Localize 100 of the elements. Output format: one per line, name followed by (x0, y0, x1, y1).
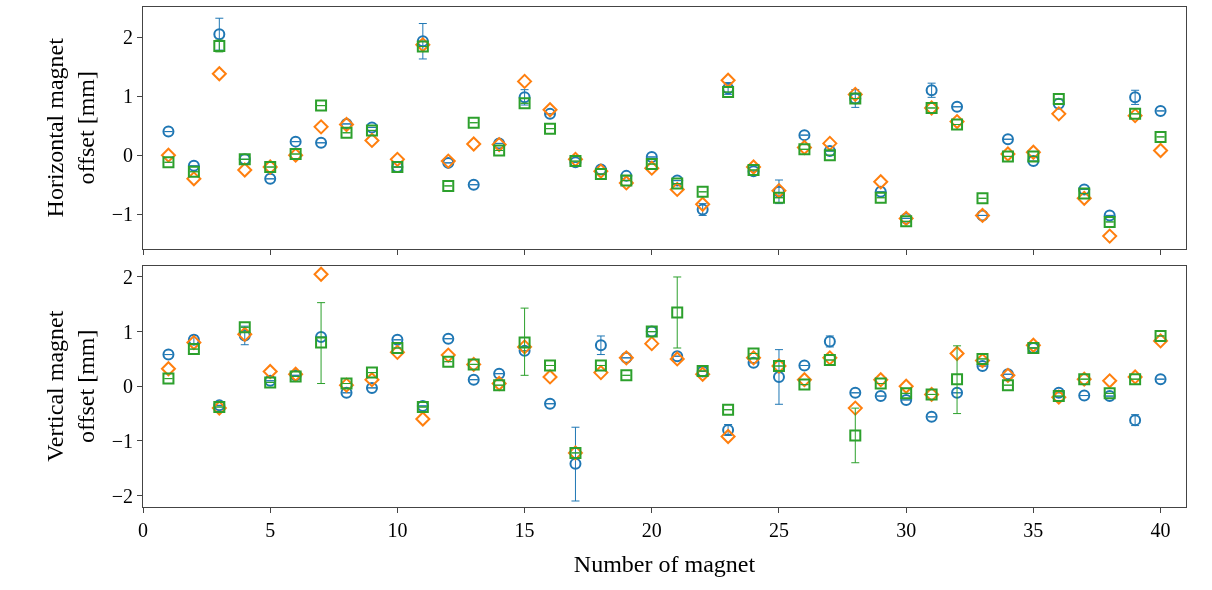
point (645, 150, 658, 163)
y-tick-label: 0 (123, 144, 133, 167)
point (644, 336, 660, 352)
point (518, 344, 531, 357)
point (747, 356, 760, 369)
point (847, 86, 863, 102)
point (187, 165, 200, 178)
point (747, 347, 760, 360)
point (415, 411, 431, 427)
x-tick-label: 15 (514, 519, 535, 541)
point (1127, 369, 1143, 385)
point (644, 160, 660, 176)
point (315, 331, 328, 344)
point (949, 114, 965, 130)
point (620, 369, 633, 382)
point (976, 360, 989, 373)
point (976, 352, 989, 365)
point (162, 156, 175, 169)
point (798, 378, 811, 391)
point (874, 191, 887, 204)
point (1102, 228, 1118, 244)
point (951, 100, 964, 113)
point (594, 359, 607, 372)
point (822, 350, 838, 366)
point (389, 151, 405, 167)
point (544, 122, 557, 135)
point (365, 381, 378, 394)
point (671, 306, 684, 319)
point (313, 119, 329, 135)
point (467, 373, 480, 386)
point (1000, 146, 1016, 162)
point (518, 336, 531, 349)
point (874, 377, 887, 390)
point (238, 321, 251, 334)
point (340, 126, 353, 139)
y-tick-label: 2 (123, 265, 133, 288)
point (669, 181, 685, 197)
point (874, 185, 887, 198)
point (695, 196, 711, 212)
point (187, 159, 200, 172)
point (1129, 373, 1142, 386)
point (264, 172, 277, 185)
point (440, 347, 456, 363)
point (389, 344, 405, 360)
point (1027, 150, 1040, 163)
point (1001, 133, 1014, 146)
point (544, 359, 557, 372)
point (898, 378, 914, 394)
point (1154, 104, 1167, 117)
point (187, 343, 200, 356)
point (1027, 155, 1040, 168)
point (796, 372, 812, 388)
point (1076, 190, 1092, 206)
y-tick-label: 0 (123, 375, 133, 398)
y-tick-label: 1 (123, 85, 133, 108)
point (517, 73, 533, 89)
point (925, 410, 938, 423)
point (1153, 142, 1169, 158)
y-axis-title: Horizontal magnet offset [mm] (41, 37, 99, 218)
point (1154, 373, 1167, 386)
point (618, 175, 634, 191)
point (364, 132, 380, 148)
point (340, 386, 353, 399)
point (695, 366, 711, 382)
point (1025, 337, 1041, 353)
point (620, 169, 633, 182)
point (823, 149, 836, 162)
point (976, 192, 989, 205)
x-tick-label: 35 (1023, 519, 1044, 541)
point (1154, 329, 1167, 342)
point (746, 159, 762, 175)
point (746, 350, 762, 366)
point (517, 339, 533, 355)
y-tick-label: 2 (123, 26, 133, 49)
x-tick-label: 20 (641, 519, 662, 541)
point (442, 355, 455, 368)
point (1078, 183, 1091, 196)
y-tick-label: −1 (111, 429, 133, 452)
point (849, 386, 862, 399)
point (1102, 373, 1118, 389)
point (900, 393, 913, 406)
y-tick-label: 1 (123, 320, 133, 343)
point (772, 191, 785, 204)
point (313, 266, 329, 282)
point (213, 28, 226, 41)
point (900, 387, 913, 400)
point (542, 369, 558, 385)
point (493, 367, 506, 380)
point (186, 335, 202, 351)
point (593, 365, 609, 381)
point (951, 118, 964, 131)
point (467, 178, 480, 191)
point (1001, 379, 1014, 392)
point (160, 361, 176, 377)
point (873, 372, 889, 388)
point (873, 174, 889, 190)
point (162, 125, 175, 138)
point (1052, 97, 1065, 110)
point (211, 66, 227, 82)
point (364, 372, 380, 388)
